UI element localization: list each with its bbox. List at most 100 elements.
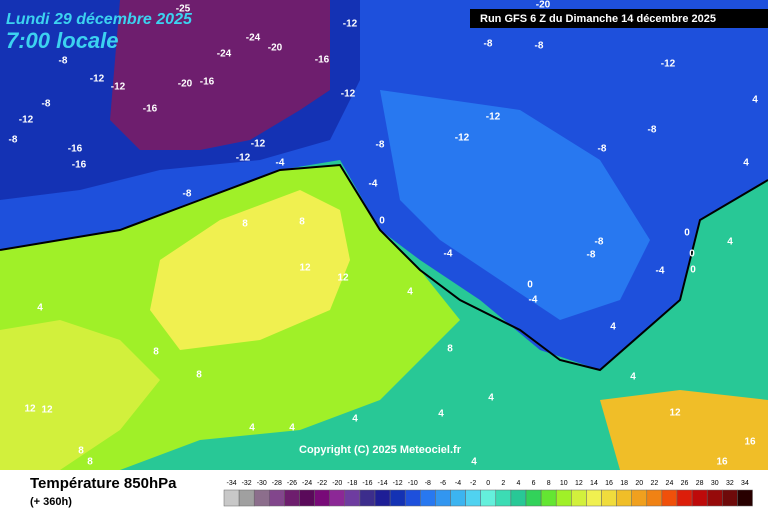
contour-label: 0 xyxy=(527,280,533,291)
contour-label: -8 xyxy=(648,125,657,136)
scale-swatch xyxy=(571,489,587,507)
contour-label: 8 xyxy=(242,219,248,230)
scale-tick-label: -6 xyxy=(440,480,446,487)
contour-label: -8 xyxy=(587,250,596,261)
scale-swatch xyxy=(420,489,436,507)
contour-label: 0 xyxy=(684,228,690,239)
scale-swatch xyxy=(435,489,451,507)
scale-tick-label: -34 xyxy=(226,480,236,487)
contour-label: -12 xyxy=(341,89,356,100)
contour-label: -12 xyxy=(455,133,470,144)
contour-label: 12 xyxy=(669,408,681,419)
scale-tick-label: 12 xyxy=(575,480,583,487)
scale-tick-label: 34 xyxy=(741,480,749,487)
scale-tick-label: 6 xyxy=(532,480,536,487)
scale-tick-label: 16 xyxy=(605,480,613,487)
scale-swatch xyxy=(374,489,391,507)
scale-swatch xyxy=(691,489,708,507)
contour-label: -8 xyxy=(535,41,544,52)
warm-region xyxy=(150,190,350,350)
scale-swatch xyxy=(314,489,330,507)
copyright: Copyright (C) 2025 Meteociel.fr xyxy=(299,444,462,456)
scale-tick-label: -12 xyxy=(393,480,403,487)
scale-swatch xyxy=(525,489,542,507)
forecast-time: 7:00 locale xyxy=(6,28,119,53)
scale-tick-label: 14 xyxy=(590,480,598,487)
scale-swatch xyxy=(631,489,648,507)
scale-tick-label: -10 xyxy=(408,480,418,487)
scale-tick-label: -24 xyxy=(302,480,312,487)
scale-swatch xyxy=(495,489,512,507)
contour-label: 8 xyxy=(87,457,93,468)
scale-tick-label: 10 xyxy=(560,480,568,487)
contour-label: -8 xyxy=(595,237,604,248)
contour-label: -24 xyxy=(246,33,261,44)
contour-label: -16 xyxy=(72,160,87,171)
contour-label: -4 xyxy=(656,266,665,277)
contour-label: -4 xyxy=(369,179,378,190)
scale-tick-label: -30 xyxy=(257,480,267,487)
scale-tick-label: -4 xyxy=(455,480,461,487)
contour-label: 8 xyxy=(78,446,84,457)
contour-label: -8 xyxy=(484,39,493,50)
contour-label: -4 xyxy=(529,295,538,306)
contour-label: 4 xyxy=(610,322,616,333)
scale-swatch xyxy=(404,489,421,507)
contour-label: -16 xyxy=(143,104,158,115)
scale-swatch xyxy=(555,489,572,507)
scale-swatch xyxy=(540,489,557,507)
scale-swatch xyxy=(344,489,361,507)
contour-label: -20 xyxy=(268,43,283,54)
contour-label: 16 xyxy=(716,457,728,468)
contour-label: -20 xyxy=(536,0,551,11)
scale-swatch xyxy=(676,489,693,507)
contour-label: -12 xyxy=(90,74,105,85)
contour-label: -16 xyxy=(200,77,215,88)
scale-swatch xyxy=(253,489,270,507)
contour-label: 4 xyxy=(471,457,477,468)
scale-swatch xyxy=(601,489,617,507)
very-cold-region xyxy=(110,0,330,150)
contour-label: -8 xyxy=(59,56,68,67)
scale-tick-label: -8 xyxy=(425,480,431,487)
contour-label: -16 xyxy=(315,55,330,66)
scale-swatch xyxy=(706,489,723,507)
contour-label: 12 xyxy=(41,405,53,416)
zero-isotherm xyxy=(0,163,768,372)
scale-tick-label: -2 xyxy=(470,480,476,487)
contour-label: 16 xyxy=(744,437,756,448)
contour-label: -8 xyxy=(9,135,18,146)
scale-tick-label: 20 xyxy=(635,480,643,487)
contour-label: 12 xyxy=(299,263,311,274)
scale-swatch xyxy=(450,489,466,507)
contour-label: 4 xyxy=(249,423,255,434)
contour-label: -8 xyxy=(376,140,385,151)
scale-swatch xyxy=(586,489,602,507)
contour-label: -12 xyxy=(343,19,358,30)
legend-subtitle: (+ 360h) xyxy=(30,496,72,508)
scale-tick-label: 26 xyxy=(681,480,689,487)
scale-swatch xyxy=(465,489,481,507)
scale-tick-label: -26 xyxy=(287,480,297,487)
contour-label: 8 xyxy=(153,347,159,358)
contour-labels: -25 -20-12-8-12-12-16-20 -16-24-24-20-16-1… xyxy=(9,0,759,468)
scale-swatch xyxy=(646,489,663,507)
scale-tick-label: 4 xyxy=(516,480,520,487)
scale-swatch xyxy=(480,489,497,507)
contour-label: -4 xyxy=(276,158,285,169)
contour-label: 4 xyxy=(37,303,43,314)
scale-swatch xyxy=(299,489,315,507)
scale-tick-label: 30 xyxy=(711,480,719,487)
contour-label: -16 xyxy=(68,144,83,155)
scale-swatch xyxy=(722,489,738,507)
scale-tick-label: -20 xyxy=(332,480,342,487)
warm-region-southeast xyxy=(600,390,768,470)
contour-label: 12 xyxy=(24,404,36,415)
contour-label: 4 xyxy=(438,409,444,420)
scale-tick-label: 0 xyxy=(486,480,490,487)
scale-tick-label: -18 xyxy=(347,480,357,487)
contour-label: -12 xyxy=(251,139,266,150)
contour-label: -4 xyxy=(444,249,453,260)
contour-label: -24 xyxy=(217,49,232,60)
